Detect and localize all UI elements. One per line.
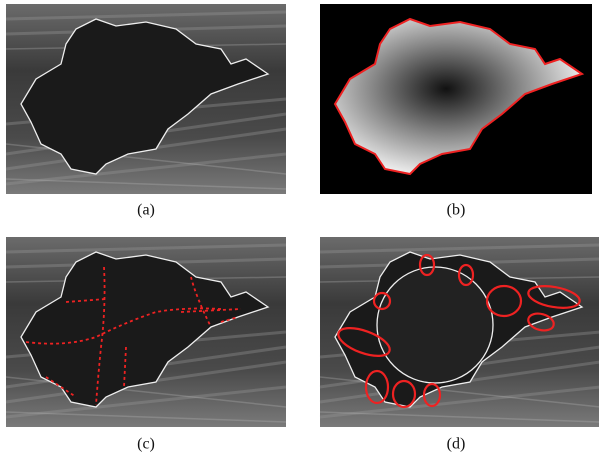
panel-a bbox=[6, 4, 286, 194]
panel-label: (a) bbox=[137, 202, 155, 219]
panel-label: (b) bbox=[447, 202, 466, 219]
panel-b bbox=[320, 4, 592, 194]
panel-label: (c) bbox=[137, 436, 155, 453]
figure: (a) (b) (c) (d) bbox=[0, 0, 599, 461]
panel-d bbox=[320, 237, 599, 427]
panel-label: (d) bbox=[447, 436, 466, 453]
panel-c bbox=[6, 237, 286, 427]
